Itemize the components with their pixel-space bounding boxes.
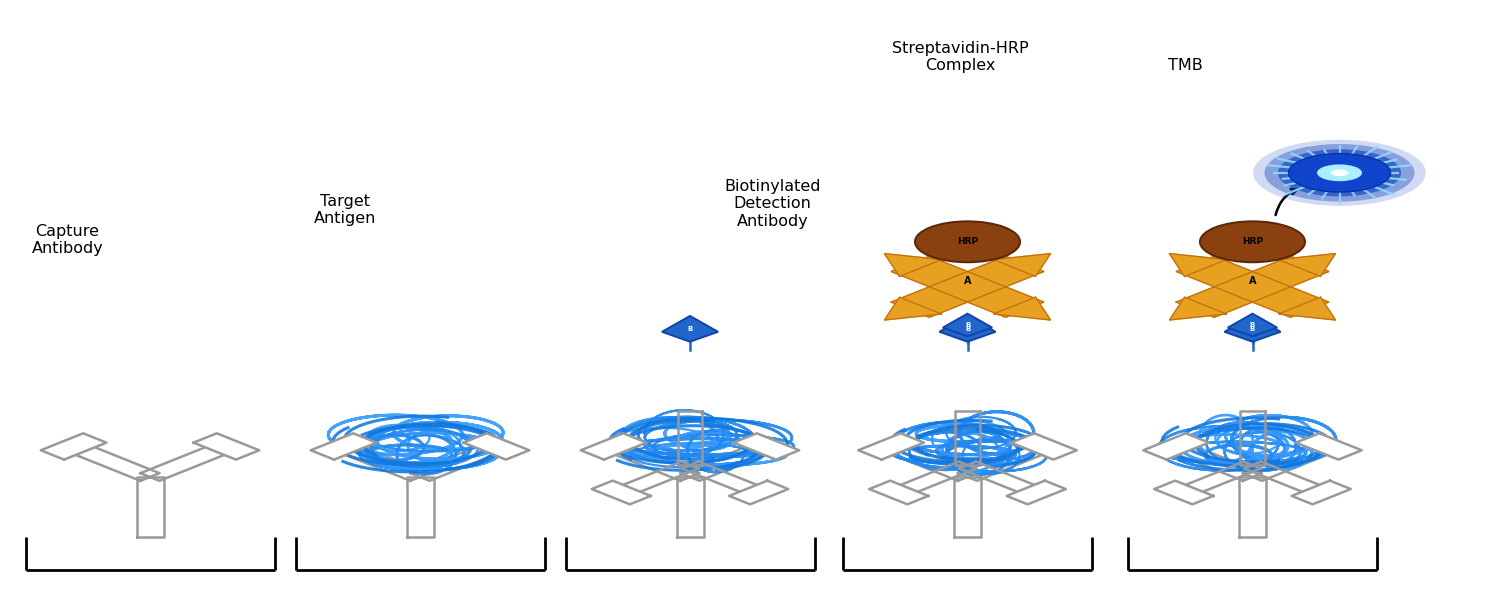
Text: TMB: TMB: [1167, 58, 1203, 73]
Text: Streptavidin-HRP
Complex: Streptavidin-HRP Complex: [891, 41, 1029, 73]
Polygon shape: [1174, 461, 1262, 496]
Text: A: A: [963, 276, 972, 286]
Polygon shape: [954, 477, 981, 537]
Polygon shape: [591, 481, 651, 505]
Polygon shape: [1007, 481, 1066, 505]
Text: HRP: HRP: [957, 237, 978, 246]
Polygon shape: [1244, 461, 1330, 496]
Text: B: B: [1250, 322, 1256, 328]
Text: B: B: [964, 326, 970, 332]
Polygon shape: [676, 477, 703, 537]
Polygon shape: [1240, 411, 1264, 465]
Polygon shape: [64, 443, 159, 481]
Polygon shape: [681, 443, 776, 481]
Ellipse shape: [1254, 140, 1425, 206]
Polygon shape: [1143, 433, 1209, 460]
Polygon shape: [136, 477, 164, 537]
Polygon shape: [891, 256, 1044, 317]
Text: HRP: HRP: [1242, 237, 1263, 246]
Text: Target
Antigen: Target Antigen: [314, 194, 376, 226]
Ellipse shape: [1317, 164, 1362, 181]
Ellipse shape: [1288, 154, 1390, 192]
Polygon shape: [678, 411, 702, 465]
Polygon shape: [891, 256, 1044, 317]
Polygon shape: [40, 433, 106, 460]
Polygon shape: [868, 481, 928, 505]
Polygon shape: [310, 433, 376, 460]
Polygon shape: [1292, 481, 1352, 505]
Polygon shape: [956, 411, 980, 465]
Polygon shape: [1170, 254, 1227, 277]
Text: A: A: [1248, 276, 1257, 286]
Polygon shape: [958, 443, 1053, 481]
Polygon shape: [141, 443, 236, 481]
Polygon shape: [1224, 316, 1281, 341]
Polygon shape: [612, 461, 699, 496]
Polygon shape: [580, 433, 646, 460]
Polygon shape: [993, 254, 1050, 277]
Polygon shape: [662, 316, 718, 341]
Text: B: B: [964, 322, 970, 328]
Polygon shape: [944, 314, 992, 337]
Polygon shape: [1154, 481, 1214, 505]
Ellipse shape: [1278, 149, 1401, 196]
Polygon shape: [890, 461, 977, 496]
Polygon shape: [882, 443, 977, 481]
Polygon shape: [993, 297, 1050, 320]
Polygon shape: [334, 443, 429, 481]
Polygon shape: [194, 433, 260, 460]
Polygon shape: [1278, 254, 1335, 277]
Polygon shape: [958, 461, 1046, 496]
Text: B: B: [1250, 326, 1256, 332]
Polygon shape: [464, 433, 530, 460]
Polygon shape: [1167, 443, 1262, 481]
Polygon shape: [406, 477, 433, 537]
Polygon shape: [1244, 443, 1338, 481]
Ellipse shape: [1200, 221, 1305, 262]
Polygon shape: [885, 254, 942, 277]
Polygon shape: [604, 443, 699, 481]
Polygon shape: [1176, 256, 1329, 317]
Text: Biotinylated
Detection
Antibody: Biotinylated Detection Antibody: [724, 179, 821, 229]
Polygon shape: [939, 316, 996, 341]
Polygon shape: [1228, 314, 1276, 337]
Polygon shape: [1176, 256, 1329, 317]
Polygon shape: [729, 481, 789, 505]
Polygon shape: [411, 443, 506, 481]
Ellipse shape: [1330, 169, 1348, 176]
Polygon shape: [858, 433, 924, 460]
Polygon shape: [1170, 297, 1227, 320]
Polygon shape: [681, 461, 768, 496]
Text: Capture
Antibody: Capture Antibody: [32, 224, 104, 256]
Polygon shape: [1296, 433, 1362, 460]
Ellipse shape: [1264, 144, 1414, 202]
Polygon shape: [1011, 433, 1077, 460]
Text: B: B: [687, 326, 693, 332]
Ellipse shape: [915, 221, 1020, 262]
Polygon shape: [1239, 477, 1266, 537]
Polygon shape: [1278, 297, 1335, 320]
Polygon shape: [885, 297, 942, 320]
Polygon shape: [734, 433, 800, 460]
